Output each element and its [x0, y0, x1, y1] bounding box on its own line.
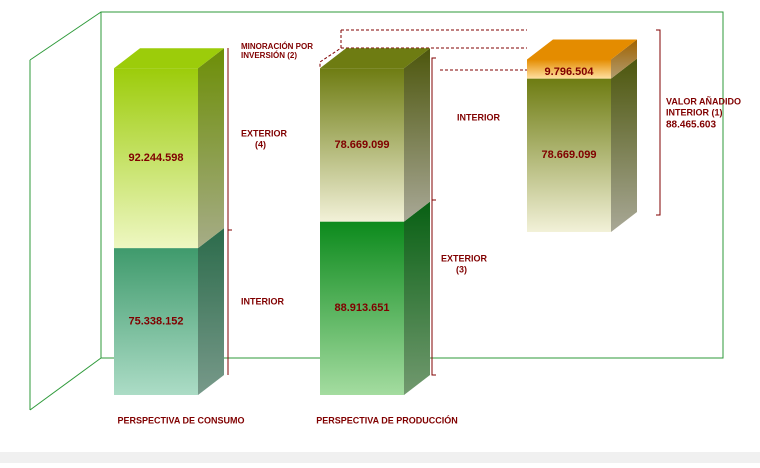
bar-side-shade — [404, 201, 430, 395]
bar-top — [320, 48, 430, 69]
bar-segment — [527, 39, 637, 79]
bar-segment — [114, 48, 224, 249]
annotation: VALOR AÑADIDO — [666, 96, 741, 106]
annotation: (3) — [456, 264, 467, 274]
bar-top — [527, 39, 637, 60]
value-label: 92.244.598 — [128, 152, 183, 164]
bar-side — [404, 48, 430, 222]
bar-side-shade — [611, 58, 637, 232]
bar-side-shade — [404, 48, 430, 222]
value-label: 9.796.504 — [545, 66, 595, 78]
annotation: EXTERIOR — [441, 253, 488, 263]
bar-side — [198, 228, 224, 395]
bar-side — [198, 48, 224, 249]
total-label: 88.465.603 — [666, 120, 716, 131]
bar-front — [320, 68, 404, 222]
bar-front — [527, 59, 611, 79]
brackets — [227, 29, 661, 376]
bar-side — [611, 39, 637, 79]
annotation: EXTERIOR — [241, 128, 288, 138]
category-label: PERSPECTIVA DE PRODUCCIÓN — [316, 414, 458, 425]
bar-front — [320, 221, 404, 395]
bar-side — [611, 58, 637, 232]
bar-front — [114, 248, 198, 395]
bar-side-shade — [198, 48, 224, 249]
value-label: 78.669.099 — [334, 139, 389, 151]
bar-side-shade — [198, 228, 224, 395]
bar-front — [114, 68, 198, 249]
footer-strip — [0, 452, 760, 463]
bar-segment — [114, 228, 224, 395]
annotation: INVERSIÓN (2) — [241, 51, 297, 60]
bar-segment — [320, 48, 430, 222]
bar-front — [527, 78, 611, 232]
bar-top — [114, 48, 224, 69]
value-label: 78.669.099 — [541, 149, 596, 161]
bar-side-shade — [611, 39, 637, 79]
value-label: 75.338.152 — [128, 315, 183, 327]
bar-segment — [320, 201, 430, 395]
bar-segment — [527, 58, 637, 232]
annotation: INTERIOR (1) — [666, 107, 723, 117]
annotation: (4) — [255, 139, 266, 149]
annotation: INTERIOR — [457, 112, 501, 122]
category-label: PERSPECTIVA DE CONSUMO — [117, 415, 244, 425]
annotation: MINORACIÓN POR — [241, 42, 313, 51]
bar-side — [404, 201, 430, 395]
value-label: 88.913.651 — [334, 302, 389, 314]
annotation: INTERIOR — [241, 296, 285, 306]
